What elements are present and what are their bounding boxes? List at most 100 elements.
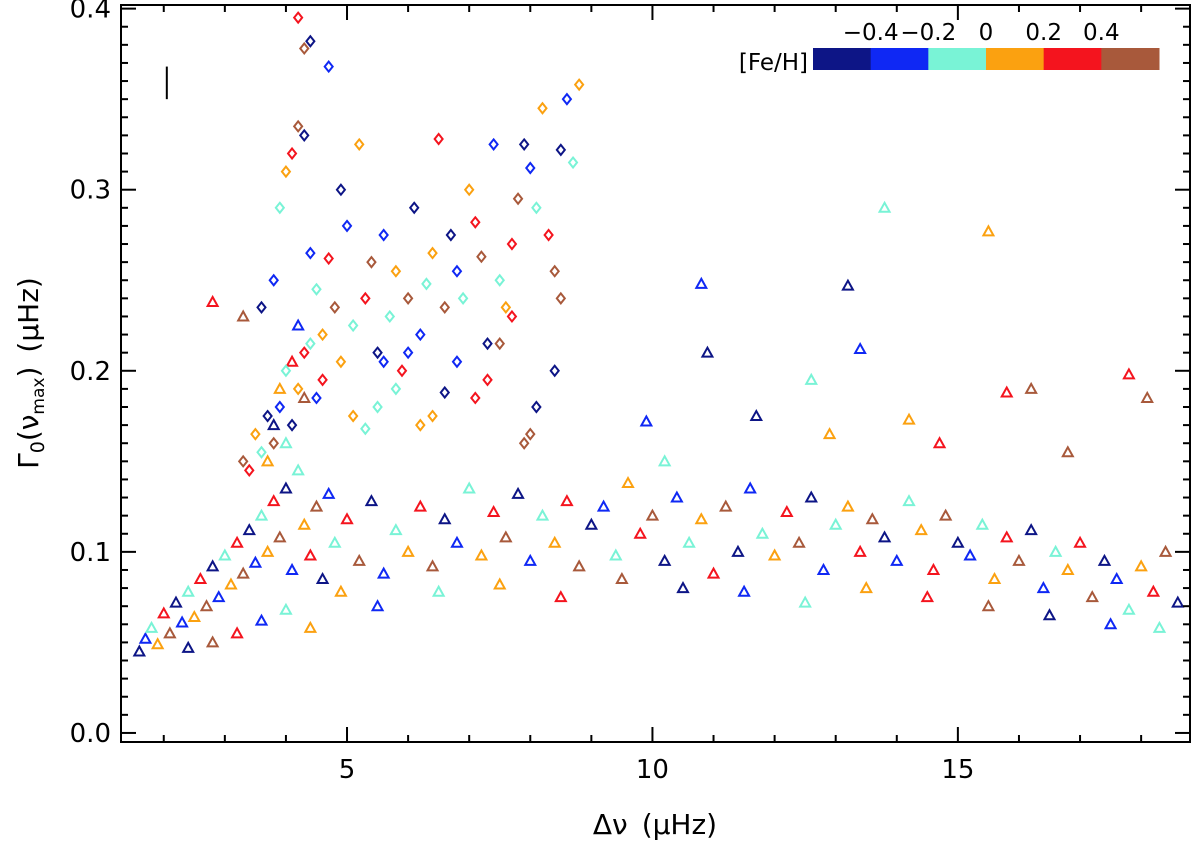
triangle-point (297, 517, 311, 530)
triangle-point (144, 620, 159, 633)
diamond-point (360, 291, 371, 305)
colorbar: [Fe/H] −0.4 −0.2 0 0.2 0.4 (739, 20, 1160, 76)
diamond-point (305, 246, 316, 260)
triangle-point (804, 490, 818, 503)
diamond-point (555, 143, 567, 157)
y-axis-title-sub0: 0 (27, 441, 49, 453)
triangle-point (1012, 553, 1026, 566)
diamond-point (439, 300, 451, 315)
triangle-point (401, 544, 415, 557)
diamond-point (451, 355, 463, 369)
triangle-point (486, 504, 501, 518)
diamond-point (476, 250, 487, 264)
diamond-point (402, 346, 414, 360)
triangle-point (205, 635, 220, 648)
y-axis-title-close: ) (12, 367, 45, 378)
triangle-point (829, 517, 843, 530)
triangle-point (169, 595, 183, 608)
triangle-point (462, 481, 476, 494)
triangle-point (914, 523, 928, 536)
triangle-point (230, 626, 244, 639)
triangle-point (193, 571, 208, 585)
triangle-point (853, 341, 867, 355)
triangle-point (1061, 562, 1075, 575)
x-axis-title-unit: (μHz) (642, 808, 717, 841)
x-axis-title-main: Δν (593, 808, 628, 841)
diamond-point (506, 309, 518, 324)
colorbar-swatch (986, 48, 1045, 70)
diamond-point (292, 382, 304, 396)
triangle-point (822, 427, 837, 440)
diamond-point (457, 291, 469, 305)
triangle-point (267, 418, 281, 431)
triangle-point (749, 408, 763, 422)
data-points (132, 11, 1185, 657)
triangle-point (1085, 590, 1099, 603)
triangle-point (236, 566, 250, 579)
diamond-point (494, 337, 506, 351)
diamond-point (543, 228, 554, 242)
y-axis-title: Γ0(νmax) (μHz) (12, 277, 49, 469)
diamond-point (250, 427, 261, 441)
triangle-point (1146, 584, 1161, 597)
triangle-point (328, 535, 342, 548)
triangle-point (285, 354, 299, 367)
diamond-point (390, 264, 402, 278)
diamond-point (262, 409, 273, 423)
diamond-point (549, 264, 560, 278)
diamond-point (292, 119, 304, 133)
diamond-point (488, 137, 499, 152)
diamond-point (280, 164, 292, 179)
triangle-point (1073, 535, 1087, 548)
triangle-point (841, 499, 855, 512)
diamond-point (341, 219, 353, 233)
triangle-point (248, 555, 263, 568)
diamond-point (360, 422, 371, 436)
triangle-point (340, 512, 354, 525)
colorbar-swatch (928, 48, 987, 70)
colorbar-tick-label: −0.2 (900, 20, 956, 46)
triangle-point (212, 590, 226, 603)
triangle-point (694, 276, 709, 289)
diamond-point (415, 327, 426, 342)
diamond-point (372, 400, 383, 414)
diamond-point (286, 146, 298, 161)
triangle-point (1000, 385, 1014, 398)
diamond-point (323, 59, 334, 74)
triangle-point (1152, 620, 1167, 633)
triangle-point (1103, 617, 1118, 630)
x-tick-label: 5 (339, 755, 356, 785)
triangle-point (291, 318, 305, 331)
diamond-point (311, 282, 322, 296)
diamond-point (500, 300, 512, 315)
diamond-point (329, 300, 341, 315)
triangle-point (279, 602, 293, 615)
diamond-point (305, 337, 316, 351)
triangle-point (279, 481, 293, 494)
diamond-point (463, 183, 475, 197)
diamond-point (396, 364, 408, 378)
diamond-point (237, 454, 249, 468)
colorbar-swatch (1101, 48, 1160, 70)
diamond-point (317, 327, 328, 342)
diamond-point (268, 273, 279, 287)
triangle-point (615, 571, 629, 585)
triangle-point (438, 512, 452, 525)
triangle-point (267, 494, 281, 507)
triangle-point (1042, 608, 1057, 621)
diamond-point (305, 34, 316, 48)
triangle-point (242, 523, 256, 536)
triangle-point (767, 548, 782, 561)
diamond-point (445, 228, 457, 242)
triangle-point (1171, 595, 1185, 608)
diamond-point (573, 78, 585, 92)
diamond-point (317, 373, 328, 387)
triangle-point (902, 494, 916, 507)
triangle-point (511, 486, 525, 499)
colorbar-swatch (1043, 48, 1102, 70)
diamond-point (298, 346, 310, 360)
diamond-point (378, 228, 389, 242)
triangle-point (737, 584, 751, 597)
diamond-point (335, 355, 347, 369)
y-tick-label: 0.1 (70, 538, 111, 568)
